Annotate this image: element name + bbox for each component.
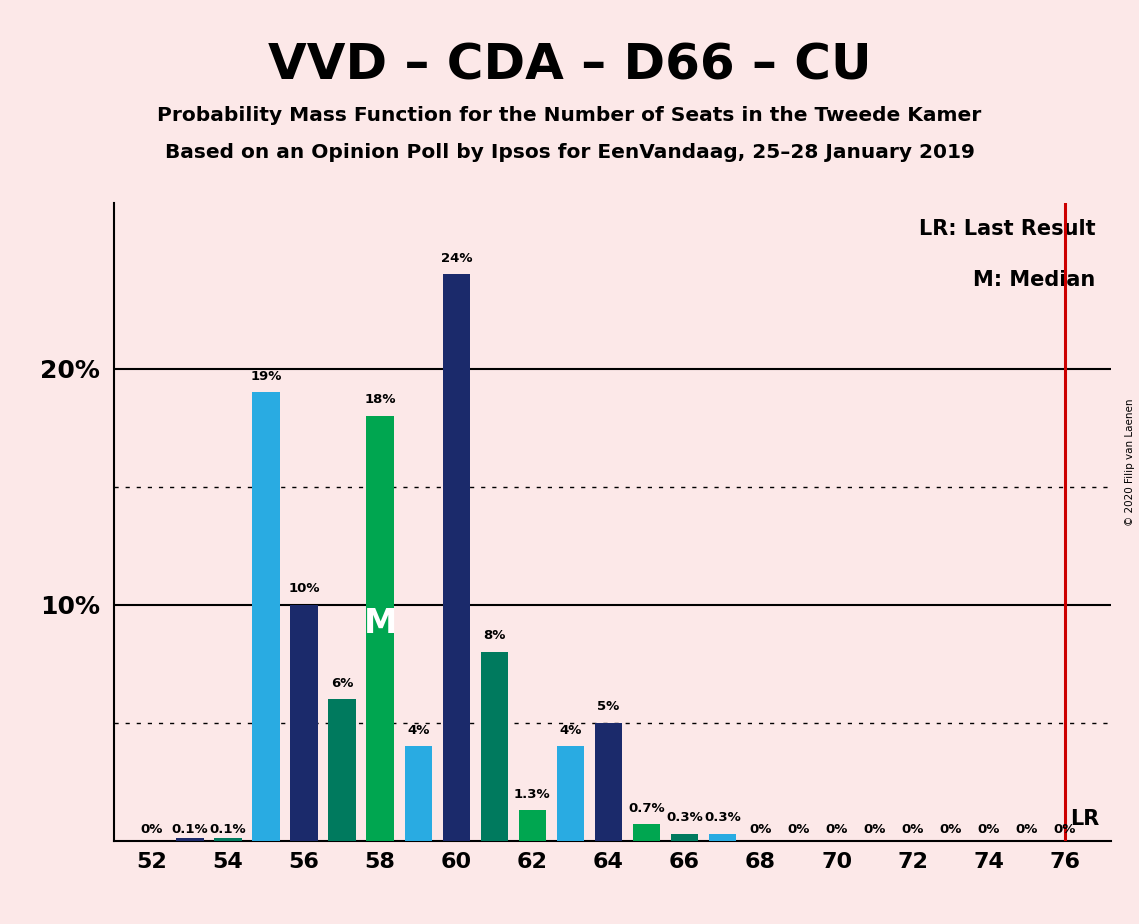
Text: 0%: 0% — [787, 823, 810, 836]
Text: 0%: 0% — [863, 823, 886, 836]
Text: 0%: 0% — [1054, 823, 1076, 836]
Bar — [595, 723, 622, 841]
Text: M: Median: M: Median — [974, 270, 1096, 290]
Bar — [214, 838, 241, 841]
Text: Probability Mass Function for the Number of Seats in the Tweede Kamer: Probability Mass Function for the Number… — [157, 106, 982, 126]
Text: 0.3%: 0.3% — [666, 811, 703, 824]
Text: 0%: 0% — [141, 823, 163, 836]
Text: Based on an Opinion Poll by Ipsos for EenVandaag, 25–28 January 2019: Based on an Opinion Poll by Ipsos for Ee… — [164, 143, 975, 163]
Text: 10%: 10% — [288, 582, 320, 595]
Bar — [253, 392, 280, 841]
Text: 5%: 5% — [597, 700, 620, 713]
Bar — [633, 824, 661, 841]
Text: 4%: 4% — [559, 723, 582, 737]
Bar — [557, 747, 584, 841]
Text: M: M — [363, 607, 396, 640]
Text: 0%: 0% — [1016, 823, 1038, 836]
Text: 0.7%: 0.7% — [628, 802, 665, 815]
Text: 0%: 0% — [826, 823, 847, 836]
Text: 0.3%: 0.3% — [704, 811, 740, 824]
Bar — [177, 838, 204, 841]
Bar — [290, 604, 318, 841]
Text: 0.1%: 0.1% — [172, 823, 208, 836]
Bar — [671, 833, 698, 841]
Text: 0%: 0% — [749, 823, 772, 836]
Text: 0.1%: 0.1% — [210, 823, 246, 836]
Bar — [518, 810, 546, 841]
Text: 8%: 8% — [483, 629, 506, 642]
Text: VVD – CDA – D66 – CU: VVD – CDA – D66 – CU — [268, 42, 871, 90]
Text: 0%: 0% — [977, 823, 1000, 836]
Bar — [328, 699, 355, 841]
Text: © 2020 Filip van Laenen: © 2020 Filip van Laenen — [1125, 398, 1134, 526]
Bar — [367, 416, 394, 841]
Bar — [404, 747, 432, 841]
Text: LR: LR — [1071, 809, 1100, 829]
Text: 1.3%: 1.3% — [514, 787, 550, 801]
Bar — [443, 274, 470, 841]
Text: 4%: 4% — [407, 723, 429, 737]
Text: 19%: 19% — [251, 370, 281, 383]
Text: LR: Last Result: LR: Last Result — [919, 219, 1096, 239]
Bar — [481, 652, 508, 841]
Bar — [708, 833, 736, 841]
Text: 24%: 24% — [441, 251, 472, 264]
Text: 18%: 18% — [364, 394, 396, 407]
Text: 6%: 6% — [331, 676, 353, 689]
Text: 0%: 0% — [902, 823, 924, 836]
Text: 0%: 0% — [940, 823, 962, 836]
